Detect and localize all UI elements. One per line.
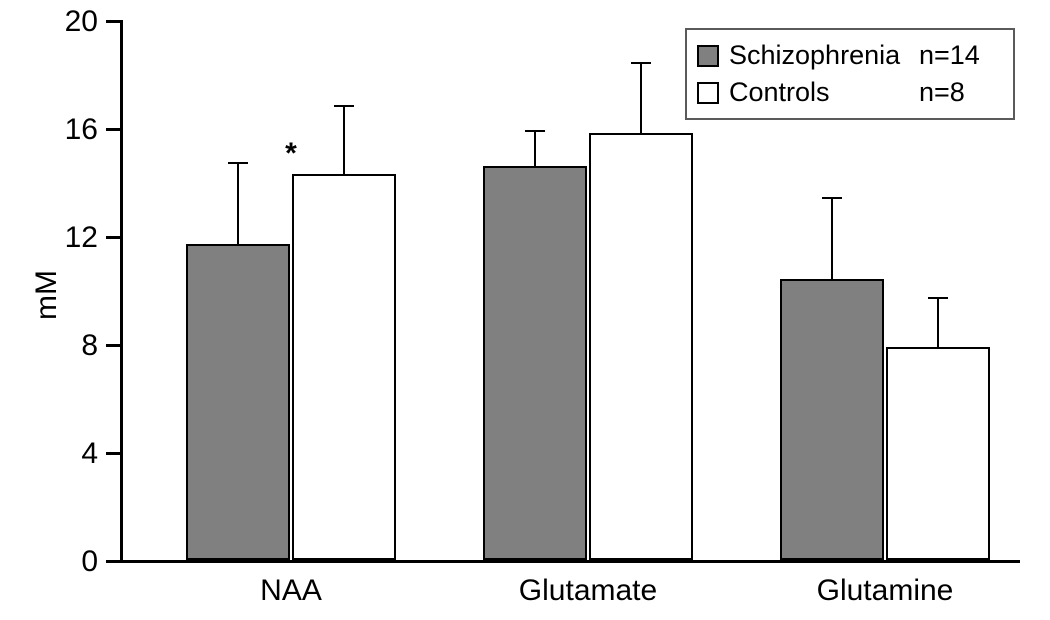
legend: Schizophrenian=14Controlsn=8 — [685, 28, 1015, 120]
error-bar-cap — [928, 297, 948, 299]
error-bar-cap — [631, 62, 651, 64]
legend-n: n=8 — [919, 77, 965, 108]
y-axis — [120, 20, 123, 563]
error-bar — [343, 106, 345, 174]
legend-n: n=14 — [919, 40, 980, 71]
error-bar-cap — [228, 162, 248, 164]
bar — [292, 174, 396, 560]
category-label: Glutamine — [765, 574, 1005, 608]
y-tick-label: 16 — [0, 113, 98, 147]
bar — [589, 133, 693, 560]
y-axis-label: mM — [30, 270, 64, 320]
y-tick — [106, 20, 120, 23]
y-tick — [106, 236, 120, 239]
y-tick-label: 20 — [0, 5, 98, 39]
legend-item: Schizophrenian=14 — [697, 40, 1003, 71]
error-bar — [831, 198, 833, 279]
legend-swatch — [697, 82, 719, 104]
category-label: Glutamate — [468, 574, 708, 608]
bar — [886, 347, 990, 560]
y-tick — [106, 128, 120, 131]
y-tick-label: 4 — [0, 437, 98, 471]
legend-label: Schizophrenia — [729, 40, 919, 71]
y-tick — [106, 344, 120, 347]
error-bar — [237, 163, 239, 244]
bar — [186, 244, 290, 560]
error-bar-cap — [334, 105, 354, 107]
y-tick-label: 8 — [0, 329, 98, 363]
y-tick-label: 12 — [0, 221, 98, 255]
x-axis — [120, 560, 1020, 563]
error-bar — [937, 298, 939, 347]
bar — [483, 166, 587, 560]
significance-marker: * — [271, 137, 311, 171]
error-bar-cap — [822, 197, 842, 199]
error-bar-cap — [525, 130, 545, 132]
error-bar — [534, 131, 536, 166]
y-tick-label: 0 — [0, 545, 98, 579]
error-bar — [640, 63, 642, 133]
legend-swatch — [697, 45, 719, 67]
chart-container: mM Schizophrenian=14Controlsn=8 04812162… — [0, 0, 1050, 620]
legend-item: Controlsn=8 — [697, 77, 1003, 108]
y-tick — [106, 560, 120, 563]
bar — [780, 279, 884, 560]
y-tick — [106, 452, 120, 455]
legend-label: Controls — [729, 77, 919, 108]
category-label: NAA — [171, 574, 411, 608]
